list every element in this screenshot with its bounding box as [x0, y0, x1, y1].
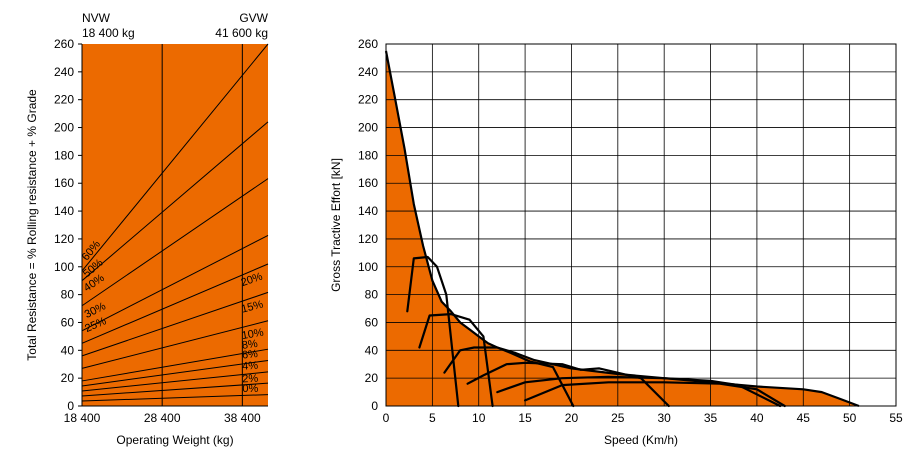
- left-y-tick-label: 120: [54, 232, 74, 246]
- right-y-tick-label: 160: [358, 176, 378, 190]
- right-x-axis-title: Speed (Km/h): [604, 433, 678, 447]
- right-x-tick-label: 10: [472, 411, 486, 425]
- left-x-tick-label: 38 400: [224, 411, 261, 425]
- right-x-tick-label: 45: [797, 411, 811, 425]
- left-y-tick-label: 0: [67, 399, 74, 413]
- right-y-tick-label: 120: [358, 232, 378, 246]
- left-x-tick-label: 18 400: [64, 411, 101, 425]
- right-x-tick-label: 40: [750, 411, 764, 425]
- right-x-tick-label: 25: [611, 411, 625, 425]
- right-x-tick-label: 0: [383, 411, 390, 425]
- left-plot-area: [82, 44, 268, 406]
- right-y-tick-label: 260: [358, 37, 378, 51]
- right-x-tick-label: 30: [658, 411, 672, 425]
- gear-curve-6: [524, 381, 786, 408]
- right-x-tick-label: 20: [565, 411, 579, 425]
- left-y-tick-label: 20: [61, 371, 75, 385]
- grade-line-label: 10%: [241, 327, 265, 343]
- right-y-tick-label: 20: [365, 371, 379, 385]
- grade-line: [81, 234, 269, 332]
- left-x-axis-title: Operating Weight (kg): [116, 433, 233, 447]
- top-label-weight: 18 400 kg: [82, 26, 135, 40]
- grade-line-label: 0%: [242, 383, 258, 395]
- left-y-tick-label: 180: [54, 148, 74, 162]
- right-x-tick-label: 15: [518, 411, 532, 425]
- right-y-tick-label: 180: [358, 148, 378, 162]
- left-y-tick-label: 140: [54, 204, 74, 218]
- right-y-tick-label: 140: [358, 204, 378, 218]
- top-label-weight: 41 600 kg: [215, 26, 268, 40]
- tractive-envelope-area: [386, 51, 859, 406]
- right-y-tick-label: 200: [358, 121, 378, 135]
- gear-curve-5: [496, 375, 782, 408]
- right-plot-border: [385, 43, 897, 407]
- left-y-tick-label: 220: [54, 93, 74, 107]
- right-y-tick-label: 40: [365, 343, 379, 357]
- grade-line: [81, 371, 269, 392]
- left-y-tick-label: 40: [61, 343, 75, 357]
- left-y-axis-title: Total Resistance = % Rolling resistance …: [25, 89, 39, 361]
- grade-line: [81, 121, 269, 282]
- left-x-tick-label: 28 400: [144, 411, 181, 425]
- left-y-tick-label: 160: [54, 176, 74, 190]
- left-y-tick-label: 60: [61, 315, 75, 329]
- tractive-envelope-line: [384, 50, 860, 408]
- right-y-tick-label: 60: [365, 315, 379, 329]
- gear-curve-3: [443, 346, 575, 408]
- right-x-tick-label: 55: [889, 411, 903, 425]
- top-label-name: NVW: [82, 11, 111, 25]
- grade-line-label: 15%: [240, 298, 265, 315]
- grade-line: [81, 348, 269, 382]
- grade-line: [81, 394, 269, 402]
- grade-line: [81, 382, 269, 397]
- left-chart: 18 400 28 400 38 400 0 20 40 60 80 100 120 140 160 1…: [25, 11, 269, 447]
- grade-line: [81, 43, 269, 272]
- right-y-tick-label: 240: [358, 65, 378, 79]
- right-x-tick-label: 50: [843, 411, 857, 425]
- right-y-tick-label: 80: [365, 288, 379, 302]
- left-y-tick-label: 260: [54, 37, 74, 51]
- right-x-tick-label: 5: [429, 411, 436, 425]
- right-y-axis-title: Gross Tractive Effort [kN]: [329, 158, 343, 292]
- right-y-tick-label: 0: [371, 399, 378, 413]
- grade-line: [81, 320, 269, 369]
- left-y-tick-label: 100: [54, 260, 74, 274]
- grade-line: [81, 291, 269, 357]
- gear-curve-1: [406, 255, 460, 408]
- right-x-tick-label: 35: [704, 411, 718, 425]
- grade-line-label: 8%: [241, 338, 259, 352]
- grade-line: [81, 263, 269, 344]
- grade-line-label: 6%: [241, 348, 258, 362]
- left-y-tick-label: 200: [54, 121, 74, 135]
- top-label-name: GVW: [239, 11, 268, 25]
- gear-curve-4: [466, 361, 670, 408]
- right-y-tick-label: 220: [358, 93, 378, 107]
- right-y-tick-label: 100: [358, 260, 378, 274]
- left-y-tick-label: 80: [61, 288, 75, 302]
- left-y-tick-label: 240: [54, 65, 74, 79]
- grade-line-label: 4%: [242, 360, 259, 373]
- right-chart: 0 5 10 15 20 25 30 35 40 45 50 55 0 20 40 60 80 100 120 140…: [329, 37, 903, 447]
- grade-line: [81, 178, 269, 307]
- grade-line: [81, 359, 269, 387]
- grade-line-label: 2%: [242, 373, 259, 386]
